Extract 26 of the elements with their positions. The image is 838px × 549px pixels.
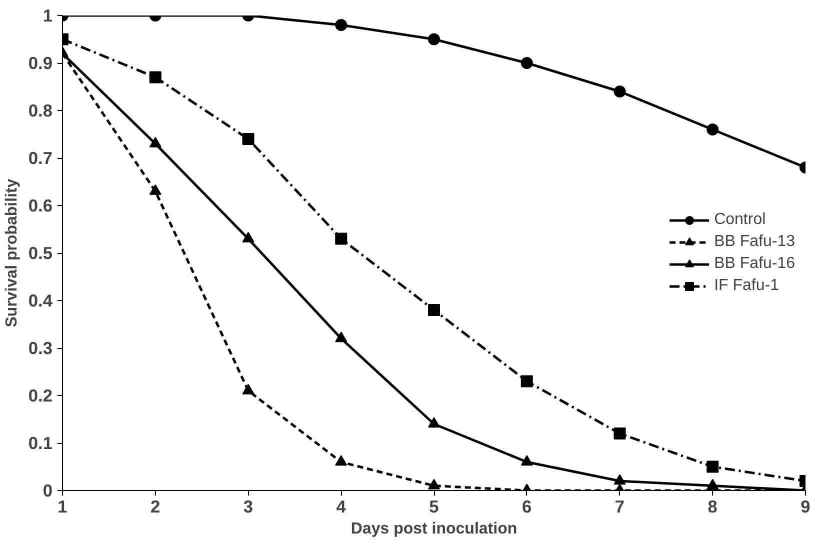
legend-label: BB Fafu-13 [714, 232, 795, 250]
legend-label: IF Fafu-1 [714, 276, 779, 294]
y-tick-label: 0.2 [28, 386, 53, 406]
y-tick-label: 0.1 [28, 433, 53, 453]
x-tick-label: 8 [708, 496, 718, 516]
x-tick-label: 4 [336, 496, 346, 516]
y-tick-label: 0 [42, 480, 53, 500]
legend-label: BB Fafu-16 [714, 254, 795, 272]
y-tick-label: 0.6 [28, 196, 53, 216]
y-tick-label: 0.8 [28, 100, 53, 120]
legend-label: Control [714, 210, 766, 228]
x-tick-label: 9 [800, 496, 810, 516]
x-tick-label: 5 [429, 496, 440, 516]
y-tick-label: 0.3 [28, 338, 53, 358]
y-tick-label: 1 [42, 6, 53, 26]
y-tick-label: 0.9 [28, 53, 53, 73]
x-tick-label: 2 [150, 496, 160, 516]
x-tick-label: 7 [614, 496, 625, 516]
x-tick-label: 6 [522, 496, 532, 516]
x-tick-label: 1 [58, 496, 68, 516]
y-tick-label: 0.7 [28, 148, 53, 168]
x-axis-title: Days post inoculation [350, 520, 518, 538]
y-axis-title: Survival probability [3, 178, 20, 328]
y-tick-label: 0.5 [28, 243, 53, 263]
y-tick-label: 0.4 [28, 290, 53, 310]
x-tick-label: 3 [243, 496, 254, 516]
